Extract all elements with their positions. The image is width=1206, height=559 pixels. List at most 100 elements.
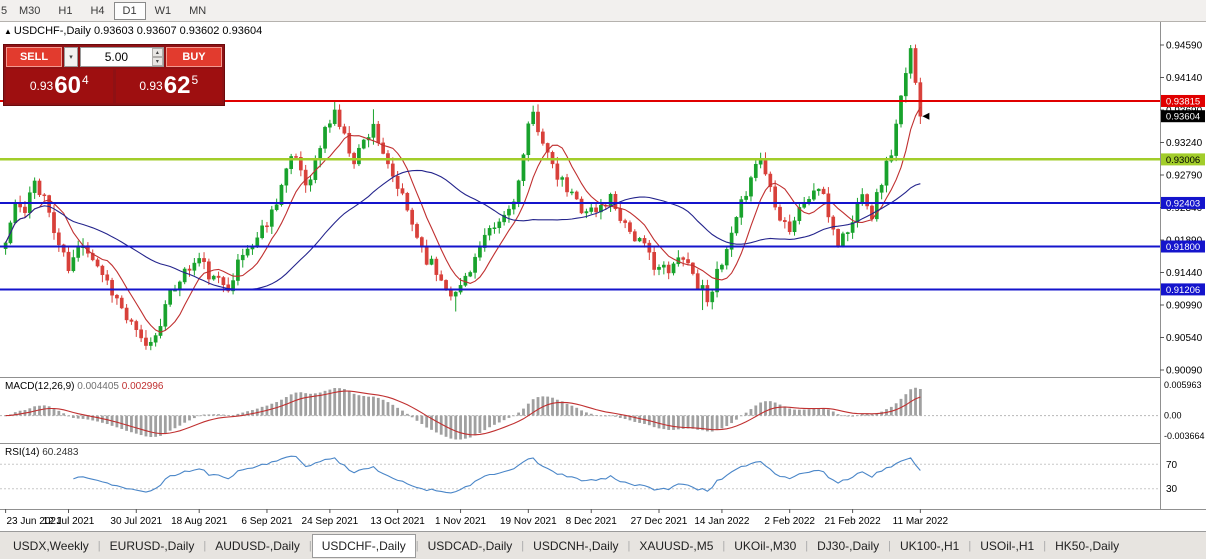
- chart-tab[interactable]: USDCHF-,Daily: [311, 533, 416, 558]
- macd-axis-label: 0.00: [1164, 411, 1182, 421]
- macd-histogram: [4, 387, 922, 440]
- buy-price-pip: 5: [191, 73, 199, 87]
- date-axis-label: 21 Feb 2022: [825, 516, 882, 527]
- rsi-label: RSI(14) 60.2483: [5, 447, 79, 458]
- price-level-marker-text: 0.93815: [1166, 96, 1200, 107]
- volume-decrease-button[interactable]: ▾: [151, 57, 163, 66]
- macd-axis-label: -0.003664: [1164, 431, 1205, 441]
- chart-title-ohlc: USDCHF-,Daily 0.93603 0.93607 0.93602 0.…: [13, 25, 263, 37]
- date-axis-label: 19 Nov 2021: [500, 516, 557, 527]
- date-axis-label: 30 Jul 2021: [110, 516, 162, 527]
- macd-signal-line: [5, 390, 921, 436]
- chart-ohlc-header: ▲ USDCHF-,Daily 0.93603 0.93607 0.93602 0…: [4, 25, 262, 37]
- tab-separator: |: [97, 539, 101, 552]
- rsi-line: [73, 455, 921, 494]
- chart-tab[interactable]: USDCAD-,Daily: [427, 538, 513, 553]
- chart-tab[interactable]: AUDUSD-,Daily: [215, 538, 300, 553]
- date-axis-label: 8 Dec 2021: [566, 516, 618, 527]
- chart-tab[interactable]: UK100-,H1: [899, 538, 960, 553]
- chart-tab[interactable]: DJ30-,Daily: [817, 538, 880, 553]
- volume-dropdown-button[interactable]: ▾: [64, 47, 78, 67]
- buy-price-display[interactable]: 0.93 62 5: [115, 69, 222, 103]
- price-level-marker-text: 0.91800: [1166, 242, 1200, 253]
- chart-canvas[interactable]: 0.945900.941400.936900.932400.927900.923…: [0, 22, 1206, 531]
- timeframe-button-partial[interactable]: 5: [0, 2, 10, 20]
- price-axis-tick-label: 0.90540: [1166, 333, 1203, 344]
- date-axis-label: 2 Feb 2022: [764, 516, 815, 527]
- timeframe-button-d1[interactable]: D1: [113, 2, 146, 20]
- chart-tab[interactable]: XAUUSD-,M5: [639, 538, 714, 553]
- date-axis-label: 18 Aug 2021: [171, 516, 228, 527]
- volume-input[interactable]: [81, 48, 152, 66]
- sell-price-pip: 4: [81, 73, 89, 87]
- tab-separator: |: [203, 539, 207, 552]
- sell-button[interactable]: SELL: [6, 47, 62, 67]
- ma-slow-line: [5, 169, 921, 290]
- price-level-marker: [1161, 153, 1205, 166]
- price-level-marker-text: 0.93006: [1166, 155, 1200, 166]
- timeframe-toolbar: 5 M30 H1 H4 D1 W1 MN: [0, 0, 1206, 22]
- current-price-marker-text: 0.93604: [1166, 112, 1200, 123]
- price-axis-tick-label: 0.90090: [1166, 366, 1203, 377]
- price-level-marker: [1161, 240, 1205, 253]
- price-axis-tick-label: 0.94140: [1166, 73, 1203, 84]
- chart-tab[interactable]: UKOil-,M30: [734, 538, 797, 553]
- date-axis-label: 23 Jun 2021: [6, 516, 61, 527]
- tab-separator: |: [968, 539, 972, 552]
- buy-price-main: 62: [163, 72, 191, 99]
- chart-area: 0.945900.941400.936900.932400.927900.923…: [0, 22, 1206, 531]
- ma-fast-line: [5, 106, 921, 333]
- timeframe-button-h4[interactable]: H4: [81, 2, 113, 20]
- tab-separator: |: [521, 539, 525, 552]
- sell-price-display[interactable]: 0.93 60 4: [6, 69, 113, 103]
- chart-tab-bar: USDX,Weekly | EURUSD-,Daily | AUDUSD-,Daily |…: [0, 531, 1206, 559]
- date-axis-label: 27 Dec 2021: [631, 516, 688, 527]
- current-price-marker: [1161, 110, 1205, 123]
- chart-tab[interactable]: EURUSD-,Daily: [109, 538, 195, 553]
- tab-separator: |: [308, 539, 312, 552]
- rsi-axis-label: 70: [1166, 460, 1178, 471]
- price-axis-tick-label: 0.94590: [1166, 41, 1203, 52]
- price-axis-tick-label: 0.92790: [1166, 171, 1203, 182]
- tab-separator: |: [888, 539, 891, 552]
- price-axis-tick-label: 0.90990: [1166, 301, 1203, 312]
- tab-separator: |: [722, 539, 726, 552]
- current-price-arrow-icon: [922, 112, 930, 120]
- chart-tab[interactable]: USOil-,H1: [980, 538, 1035, 553]
- chart-tab[interactable]: USDCNH-,Daily: [533, 538, 619, 553]
- date-axis-label: 6 Sep 2021: [241, 516, 293, 527]
- date-axis-label: 14 Jan 2022: [694, 516, 749, 527]
- price-level-marker: [1161, 196, 1205, 209]
- chart-tab[interactable]: HK50-,Daily: [1055, 538, 1120, 553]
- volume-spinner: ▴ ▾: [151, 48, 163, 66]
- buy-price-prefix: 0.93: [139, 79, 163, 93]
- collapse-triangle-icon[interactable]: ▲: [4, 27, 12, 36]
- macd-axis-label: 0.005963: [1164, 380, 1202, 390]
- timeframe-button-m30[interactable]: M30: [10, 2, 49, 20]
- price-level-marker-text: 0.91206: [1166, 285, 1200, 296]
- buy-button[interactable]: BUY: [166, 47, 222, 67]
- sell-price-main: 60: [54, 72, 81, 99]
- chart-tab[interactable]: USDX,Weekly: [13, 538, 89, 553]
- volume-increase-button[interactable]: ▴: [151, 48, 163, 57]
- tab-separator: |: [415, 539, 419, 552]
- date-axis-label: 1 Nov 2021: [435, 516, 487, 527]
- date-axis-label: 24 Sep 2021: [302, 516, 359, 527]
- price-level-marker: [1161, 94, 1205, 107]
- macd-label: MACD(12,26,9) 0.004405 0.002996: [5, 381, 164, 392]
- timeframe-button-mn[interactable]: MN: [180, 2, 215, 20]
- price-axis-tick-label: 0.93240: [1166, 138, 1203, 149]
- price-level-marker-text: 0.92403: [1166, 198, 1200, 209]
- sell-price-prefix: 0.93: [29, 79, 54, 93]
- timeframe-button-h1[interactable]: H1: [49, 2, 81, 20]
- candles: [3, 44, 923, 351]
- tab-separator: |: [627, 539, 631, 552]
- timeframe-button-w1[interactable]: W1: [146, 2, 181, 20]
- one-click-trade-panel: SELL ▾ ▴ ▾ BUY 0.93 60 4 0.93 62 5: [3, 44, 225, 106]
- date-axis-label: 13 Oct 2021: [370, 516, 425, 527]
- price-axis-tick-label: 0.91440: [1166, 268, 1203, 279]
- timeframe-buttons: M30 H1 H4 D1 W1 MN: [10, 1, 215, 20]
- date-axis-label: 12 Jul 2021: [43, 516, 95, 527]
- tab-separator: |: [1043, 539, 1047, 552]
- date-axis-label: 11 Mar 2022: [893, 516, 949, 527]
